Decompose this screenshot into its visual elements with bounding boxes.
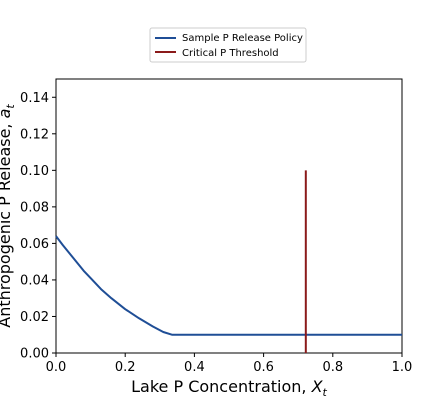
y-axis-title-text: Anthropogenic P Release, — [0, 118, 14, 327]
x-tick-label-1: 0.2 — [115, 360, 136, 375]
legend-box — [149, 27, 307, 63]
legend-label-sample-policy: Sample P Release Policy — [182, 33, 303, 44]
y-tick-label-6: 0.12 — [20, 127, 49, 142]
legend: Sample P Release Policy Critical P Thres… — [149, 27, 307, 63]
y-axis-title-symbol: a — [0, 109, 14, 119]
y-tick-label-3: 0.06 — [20, 237, 49, 252]
x-tick-label-4: 0.8 — [322, 360, 343, 375]
series-layer — [55, 170, 402, 353]
x-axis-title-symbol: X — [311, 377, 324, 396]
plot-frame — [55, 78, 403, 354]
x-axis-title: Lake P Concentration, Xt — [131, 377, 327, 399]
y-tick-label-4: 0.08 — [20, 200, 49, 215]
x-tick-label-0: 0.0 — [46, 360, 67, 375]
x-tick-label-2: 0.4 — [184, 360, 205, 375]
legend-label-critical-threshold: Critical P Threshold — [182, 48, 279, 59]
x-tick-label-5: 1.0 — [392, 360, 413, 375]
x-axis-title-subscript: t — [323, 386, 328, 399]
y-tick-label-5: 0.10 — [20, 164, 49, 179]
y-tick-label-1: 0.02 — [20, 310, 49, 325]
x-axis-title-text: Lake P Concentration, — [131, 377, 311, 396]
ticks-layer: 0.0 0.2 0.4 0.6 0.8 1.0 0.00 0.02 0.04 0.06 0.08 0.… — [20, 91, 412, 375]
y-axis-title: Anthropogenic P Release, at — [0, 104, 17, 328]
y-tick-label-2: 0.04 — [20, 273, 49, 288]
series-line-0 — [55, 235, 402, 336]
x-tick-label-3: 0.6 — [253, 360, 274, 375]
y-tick-label-7: 0.14 — [20, 91, 49, 106]
y-tick-label-0: 0.00 — [20, 347, 49, 362]
y-axis-title-subscript: t — [4, 104, 17, 109]
